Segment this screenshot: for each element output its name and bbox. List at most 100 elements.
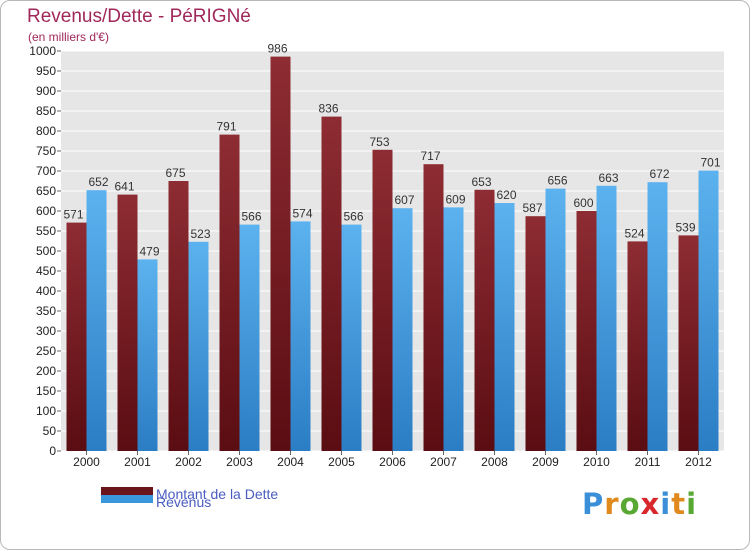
bar-revenue	[545, 188, 566, 451]
y-tick-label: 800	[36, 124, 56, 138]
bar-revenue	[137, 259, 158, 451]
legend-label-debt: Montant de la Dette	[156, 486, 279, 502]
x-tick-label: 2009	[532, 455, 559, 469]
y-tick-label: 650	[36, 184, 56, 198]
bar-revenue	[188, 241, 209, 451]
y-tick-label: 400	[36, 284, 56, 298]
y-tick-label: 700	[36, 164, 56, 178]
bar-revenue	[698, 170, 719, 451]
logo-letter: x	[640, 487, 661, 521]
bar-debt	[627, 241, 648, 451]
y-tick-label: 50	[43, 424, 57, 438]
y-tick-label: 600	[36, 204, 56, 218]
data-label-debt: 653	[471, 175, 491, 189]
y-tick-label: 350	[36, 304, 56, 318]
data-label-debt: 791	[216, 120, 236, 134]
data-label-revenue: 574	[292, 206, 312, 220]
data-label-debt: 986	[267, 42, 287, 56]
data-label-revenue: 479	[139, 244, 159, 258]
data-label-revenue: 566	[241, 210, 261, 224]
bar-revenue	[290, 221, 311, 451]
data-label-revenue: 672	[649, 167, 669, 181]
y-tick-label: 750	[36, 144, 56, 158]
y-tick-label: 1000	[29, 44, 56, 58]
data-label-debt: 571	[63, 208, 83, 222]
data-label-revenue: 652	[88, 175, 108, 189]
x-tick-label: 2010	[583, 455, 610, 469]
bar-debt	[168, 181, 189, 451]
bar-revenue	[443, 207, 464, 451]
y-tick-label: 0	[49, 444, 56, 458]
bar-revenue	[341, 224, 362, 451]
logo-letter: t	[671, 487, 687, 521]
bar-debt	[525, 216, 546, 451]
x-tick-label: 2001	[124, 455, 151, 469]
bar-revenue	[494, 203, 515, 451]
legend-swatch-revenue	[101, 495, 153, 503]
chart-title: Revenus/Dette - PéRIGNé	[27, 6, 251, 27]
data-label-revenue: 663	[598, 171, 618, 185]
y-tick-label: 250	[36, 344, 56, 358]
logo-letter: o	[619, 487, 641, 521]
y-tick-label: 500	[36, 244, 56, 258]
data-label-debt: 675	[165, 166, 185, 180]
data-label-debt: 641	[114, 180, 134, 194]
bar-debt	[372, 149, 393, 452]
data-label-debt: 587	[522, 201, 542, 215]
logo-letter: i	[686, 487, 698, 521]
bar-debt	[321, 116, 342, 451]
x-tick-label: 2002	[175, 455, 202, 469]
x-tick-label: 2004	[277, 455, 304, 469]
data-label-revenue: 523	[190, 227, 210, 241]
data-label-debt: 600	[573, 196, 593, 210]
legend-swatch-debt	[101, 487, 153, 495]
x-tick-label: 2000	[73, 455, 100, 469]
bar-debt	[66, 222, 87, 451]
bar-revenue	[392, 208, 413, 451]
bars: 571 652 641 479 675 523 791 566 986 574 836 566 753 6…	[63, 42, 721, 452]
y-axis-ticks: 0 50 100 150 200 250 300 350 400 450 500 550 600 650 7…	[29, 44, 61, 458]
x-tick-label: 2006	[379, 455, 406, 469]
data-label-debt: 539	[675, 220, 695, 234]
y-tick-label: 300	[36, 324, 56, 338]
data-label-revenue: 620	[496, 188, 516, 202]
logo-letter: P	[582, 487, 605, 521]
bar-revenue	[86, 190, 107, 451]
data-label-debt: 836	[318, 102, 338, 116]
y-tick-label: 450	[36, 264, 56, 278]
chart-subtitle: (en milliers d'€)	[28, 30, 109, 44]
data-label-debt: 717	[420, 149, 440, 163]
data-label-revenue: 656	[547, 174, 567, 188]
y-tick-label: 950	[36, 64, 56, 78]
data-label-revenue: 566	[343, 210, 363, 224]
bar-debt	[474, 189, 495, 452]
bar-revenue	[239, 224, 260, 451]
bar-debt	[270, 56, 291, 451]
x-tick-label: 2011	[635, 455, 661, 469]
bar-revenue	[647, 182, 668, 451]
y-tick-label: 900	[36, 84, 56, 98]
logo-letter: i	[660, 487, 672, 521]
data-label-revenue: 607	[394, 193, 414, 207]
x-tick-label: 2007	[430, 455, 457, 469]
data-label-revenue: 609	[445, 192, 465, 206]
y-tick-label: 200	[36, 364, 56, 378]
x-tick-label: 2005	[328, 455, 355, 469]
bar-debt	[423, 164, 444, 451]
x-tick-label: 2003	[226, 455, 253, 469]
y-tick-label: 100	[36, 404, 56, 418]
x-tick-label: 2012	[685, 455, 712, 469]
proxiti-logo: Proxiti	[582, 487, 697, 521]
legend-label-revenue: Revenus	[156, 494, 212, 510]
bar-debt	[219, 134, 240, 451]
bar-debt	[678, 235, 699, 451]
bar-revenue	[596, 185, 617, 452]
x-axis-ticks: 2000 2001 2002 2003 2004 2005 2006 2007 2008 2009…	[73, 451, 712, 469]
data-label-revenue: 701	[700, 156, 720, 170]
y-tick-label: 850	[36, 104, 56, 118]
bar-debt	[576, 211, 597, 451]
y-tick-label: 550	[36, 224, 56, 238]
x-tick-label: 2008	[481, 455, 508, 469]
